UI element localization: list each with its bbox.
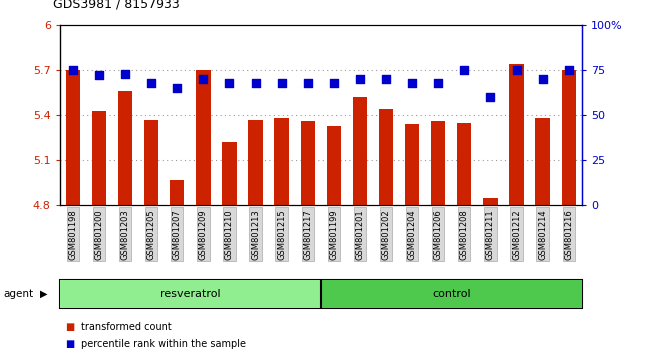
Text: resveratrol: resveratrol [160, 289, 220, 299]
Bar [405, 124, 419, 205]
Text: GSM801202: GSM801202 [382, 209, 391, 259]
Point [355, 76, 365, 82]
Point [68, 67, 78, 73]
Point [485, 94, 495, 100]
Text: GDS3981 / 8157933: GDS3981 / 8157933 [53, 0, 180, 11]
Text: percentile rank within the sample: percentile rank within the sample [81, 339, 246, 349]
Text: control: control [432, 289, 471, 299]
Text: GSM801198: GSM801198 [68, 209, 77, 260]
Text: GSM801200: GSM801200 [94, 209, 103, 259]
Point [329, 80, 339, 85]
Point [512, 67, 522, 73]
Point [407, 80, 417, 85]
Bar [170, 180, 185, 205]
Text: GSM801215: GSM801215 [277, 209, 286, 259]
Text: GSM801214: GSM801214 [538, 209, 547, 259]
Bar [457, 122, 471, 205]
Point [224, 80, 235, 85]
Text: GSM801210: GSM801210 [225, 209, 234, 259]
Text: GSM801211: GSM801211 [486, 209, 495, 259]
Point [146, 80, 157, 85]
Bar [118, 91, 132, 205]
Text: agent: agent [3, 289, 33, 299]
Bar [300, 121, 315, 205]
Point [198, 76, 209, 82]
Point [120, 71, 130, 76]
Point [381, 76, 391, 82]
Text: transformed count: transformed count [81, 322, 172, 332]
Bar [562, 70, 576, 205]
Text: GSM801213: GSM801213 [251, 209, 260, 260]
Text: GSM801212: GSM801212 [512, 209, 521, 259]
Bar [92, 110, 106, 205]
Text: GSM801217: GSM801217 [304, 209, 312, 260]
Bar [510, 64, 524, 205]
Text: GSM801206: GSM801206 [434, 209, 443, 260]
Bar [321, 280, 582, 308]
Point [302, 80, 313, 85]
Text: GSM801216: GSM801216 [564, 209, 573, 260]
Text: GSM801207: GSM801207 [173, 209, 182, 260]
Point [433, 80, 443, 85]
Text: GSM801209: GSM801209 [199, 209, 208, 259]
Point [172, 85, 183, 91]
Text: GSM801201: GSM801201 [356, 209, 365, 259]
Point [459, 67, 469, 73]
Bar [483, 198, 498, 205]
Point [94, 73, 104, 78]
Text: GSM801204: GSM801204 [408, 209, 417, 259]
Bar [60, 280, 321, 308]
Bar [327, 126, 341, 205]
Text: ■: ■ [65, 322, 74, 332]
Text: GSM801203: GSM801203 [120, 209, 129, 260]
Text: GSM801208: GSM801208 [460, 209, 469, 260]
Bar [274, 118, 289, 205]
Bar [431, 121, 445, 205]
Text: GSM801205: GSM801205 [147, 209, 155, 259]
Bar [379, 109, 393, 205]
Text: GSM801199: GSM801199 [330, 209, 338, 259]
Point [250, 80, 261, 85]
Text: ■: ■ [65, 339, 74, 349]
Bar [353, 97, 367, 205]
Bar [66, 70, 80, 205]
Bar [536, 118, 550, 205]
Point [538, 76, 548, 82]
Bar [144, 120, 159, 205]
Bar [222, 142, 237, 205]
Point [276, 80, 287, 85]
Bar [196, 70, 211, 205]
Point [564, 67, 574, 73]
Text: ▶: ▶ [40, 289, 48, 299]
Bar [248, 120, 263, 205]
